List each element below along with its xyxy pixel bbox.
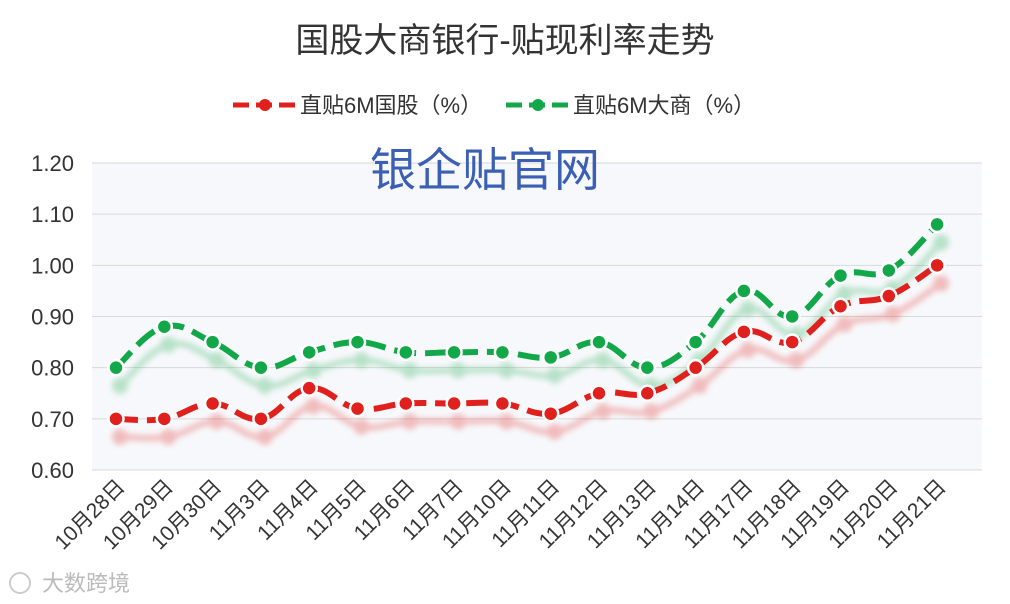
data-point bbox=[155, 317, 174, 336]
data-point bbox=[783, 333, 801, 351]
data-point bbox=[541, 348, 560, 367]
data-point bbox=[155, 410, 174, 428]
data-point bbox=[735, 323, 753, 341]
data-point bbox=[686, 358, 705, 377]
data-point bbox=[348, 399, 367, 418]
series-shadow-point bbox=[739, 341, 756, 358]
series-shadow-point bbox=[498, 413, 515, 430]
data-point bbox=[300, 343, 318, 362]
data-point bbox=[203, 333, 222, 351]
series-shadow-point bbox=[546, 423, 563, 440]
data-point bbox=[252, 410, 270, 428]
series-shadow-point bbox=[305, 362, 322, 379]
data-point bbox=[590, 384, 608, 402]
data-point bbox=[638, 384, 657, 402]
series-shadow-point bbox=[208, 413, 225, 430]
series-shadow-point bbox=[643, 403, 660, 420]
data-point bbox=[493, 343, 512, 362]
series-shadows bbox=[112, 234, 950, 445]
y-axis-ticks: 0.60 0.70 0.80 0.90 1.00 1.10 1.20 bbox=[31, 151, 74, 483]
data-point bbox=[831, 266, 850, 285]
series-shadow-point bbox=[933, 234, 950, 251]
legend-item-guogu: 直贴6M国股（%） bbox=[233, 93, 482, 118]
series-shadow-point bbox=[595, 352, 611, 369]
data-point bbox=[252, 358, 270, 377]
series-shadow-point bbox=[498, 362, 515, 379]
brand-label: 大数跨境 bbox=[42, 571, 130, 596]
data-point bbox=[493, 394, 512, 413]
series-shadow-point bbox=[160, 428, 177, 445]
gridlines bbox=[92, 162, 982, 471]
series-shadow-point bbox=[739, 300, 756, 317]
data-point bbox=[831, 297, 850, 316]
data-point bbox=[541, 404, 560, 423]
data-point bbox=[880, 261, 898, 280]
data-point bbox=[590, 333, 608, 351]
series-shadow-point bbox=[595, 403, 611, 420]
series-shadow-point bbox=[933, 275, 950, 292]
series-shadow-point bbox=[401, 362, 418, 379]
brand-logo-icon bbox=[9, 572, 31, 594]
data-point bbox=[348, 333, 367, 351]
y-tick-label: 0.70 bbox=[31, 407, 74, 432]
brand-mark: 大数跨境 bbox=[9, 571, 130, 596]
data-point bbox=[783, 307, 801, 326]
series-shadow-point bbox=[353, 352, 370, 369]
data-point bbox=[203, 394, 222, 413]
series-shadow-point bbox=[546, 367, 563, 384]
data-point bbox=[107, 410, 125, 428]
series-shadow-point bbox=[160, 336, 177, 353]
y-tick-label: 1.10 bbox=[31, 202, 74, 227]
y-tick-label: 0.90 bbox=[31, 305, 74, 330]
y-tick-label: 1.20 bbox=[31, 151, 74, 176]
series-shadow-point bbox=[353, 418, 370, 435]
data-point bbox=[880, 287, 898, 305]
series-shadow-point bbox=[305, 398, 322, 415]
y-tick-label: 0.60 bbox=[31, 458, 74, 483]
y-tick-label: 1.00 bbox=[31, 253, 74, 278]
legend-item-dashang: 直贴6M大商（%） bbox=[506, 93, 755, 118]
legend-label-dashang: 直贴6M大商（%） bbox=[573, 93, 755, 118]
series-shadow-point bbox=[788, 352, 805, 369]
series-shadow-point bbox=[401, 413, 418, 430]
series-shadow-point bbox=[208, 352, 225, 369]
series-shadow-point bbox=[256, 377, 273, 394]
series-shadow-point bbox=[256, 428, 273, 445]
y-tick-label: 0.80 bbox=[31, 356, 74, 381]
legend-label-guogu: 直贴6M国股（%） bbox=[300, 93, 482, 118]
data-point bbox=[686, 333, 705, 351]
data-point bbox=[397, 343, 415, 362]
series-shadow-point bbox=[884, 306, 901, 323]
series-shadow-point bbox=[450, 362, 467, 379]
series-lines bbox=[107, 215, 946, 428]
watermark-text: 银企贴官网 bbox=[370, 143, 600, 197]
series-shadow-point bbox=[691, 377, 708, 394]
data-point bbox=[397, 394, 415, 413]
data-point bbox=[735, 282, 753, 300]
chart-title: 国股大商银行-贴现利率走势 bbox=[295, 22, 714, 60]
series-shadow-point bbox=[450, 413, 467, 430]
data-point bbox=[928, 256, 946, 275]
data-point bbox=[638, 358, 657, 377]
x-axis-ticks: 10月28日10月29日10月30日11月3日11月4日11月5日11月6日11… bbox=[51, 475, 951, 554]
legend: 直贴6M国股（%） 直贴6M大商（%） bbox=[233, 93, 755, 118]
data-point bbox=[445, 394, 463, 413]
data-point bbox=[107, 358, 125, 377]
series-shadow-point bbox=[836, 316, 853, 333]
data-point bbox=[445, 343, 463, 362]
series-shadow-point bbox=[112, 377, 128, 394]
data-point bbox=[928, 215, 946, 234]
series-shadow-point bbox=[112, 428, 128, 445]
data-point bbox=[300, 379, 318, 397]
